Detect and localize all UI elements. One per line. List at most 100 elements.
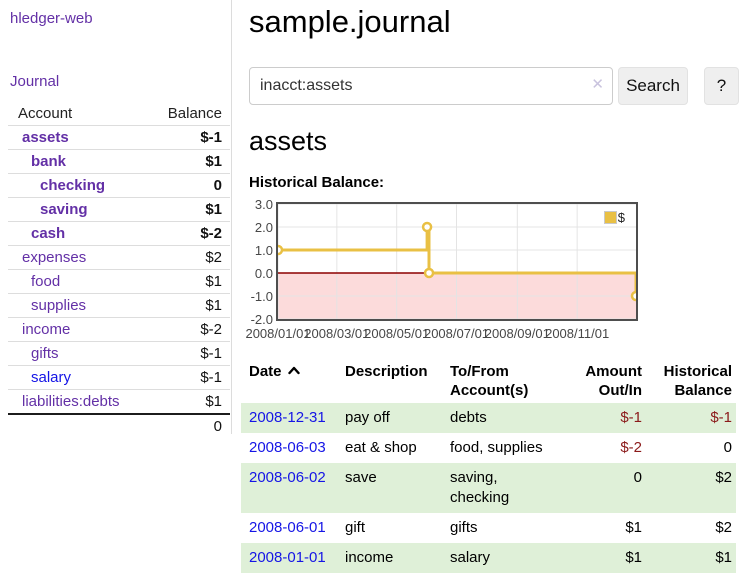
account-row: bank $1 (8, 149, 230, 174)
transaction-amount: $-2 (620, 439, 642, 456)
sidebar: hledger-web Journal Account Balance asse… (0, 0, 232, 438)
register-row: 2008-01-01 income salary $1 $1 (241, 543, 736, 573)
transaction-description: gift (345, 519, 366, 536)
account-link[interactable]: food (31, 273, 61, 290)
transaction-date-link[interactable]: 2008-01-01 (249, 549, 326, 566)
account-tree: assets $-1 bank $1 checking 0 saving $1 cash $-2 e… (8, 125, 230, 414)
account-link[interactable]: assets (22, 129, 69, 146)
transaction-date-link[interactable]: 2008-06-01 (249, 519, 326, 536)
account-link[interactable]: liabilities:debts (22, 393, 120, 410)
account-balance: $2 (150, 245, 230, 270)
account-balance: $1 (150, 269, 230, 294)
x-tick-label: 2008/09/01 (484, 326, 550, 341)
account-balance: 0 (150, 173, 230, 198)
x-tick-label: 2008/11/01 (545, 326, 610, 341)
transaction-balance: $2 (715, 469, 732, 486)
clear-search-icon[interactable]: ✕ (591, 76, 604, 93)
account-row: salary $-1 (8, 365, 230, 390)
register-row: 2008-06-02 save saving, checking 0 $2 (241, 463, 736, 513)
search-help-button[interactable]: ? (704, 67, 739, 105)
balance-column-header: Balance (167, 105, 222, 122)
transaction-accounts: food, supplies (450, 439, 543, 456)
account-link[interactable]: gifts (31, 345, 59, 362)
account-heading: assets (249, 126, 328, 156)
page-title: sample.journal (249, 4, 451, 39)
account-link[interactable]: expenses (22, 249, 87, 266)
transaction-amount: 0 (633, 469, 642, 486)
account-link[interactable]: income (22, 321, 71, 338)
transaction-date-link[interactable]: 2008-12-31 (249, 409, 326, 426)
transaction-accounts: saving, checking (450, 469, 510, 506)
account-balance: $1 (150, 149, 230, 174)
register-header-balance: Historical Balance (663, 363, 732, 399)
account-link[interactable]: salary (31, 369, 72, 386)
transaction-amount: $-1 (620, 409, 642, 426)
main-content: sample.journal ✕ Search ? assets Histori… (233, 0, 742, 573)
accounts-table: Account Balance assets $-1 bank $1 checking 0… (8, 102, 230, 438)
y-tick-label: -2.0 (250, 312, 273, 327)
register-table: Date Description To/From Account(s) Amou… (241, 360, 736, 573)
search-form: ✕ Search ? (249, 67, 742, 105)
transaction-balance: $-1 (710, 409, 732, 426)
transaction-date-link[interactable]: 2008-06-02 (249, 469, 326, 486)
account-balance: $1 (150, 293, 230, 318)
y-tick-label: 2.0 (254, 220, 273, 235)
account-link[interactable]: supplies (31, 297, 87, 314)
register-rows: 2008-12-31 pay off debts $-1 $-1 2008-06-03 ea… (241, 403, 736, 573)
register-header-amount: Amount Out/In (585, 363, 642, 399)
account-row: checking 0 (8, 173, 230, 198)
legend-label: $ (617, 210, 625, 225)
x-tick-label: 2008/01/01 (245, 326, 311, 341)
search-input[interactable] (249, 67, 613, 105)
chart-legend: $ (603, 210, 625, 225)
accounts-total-value: 0 (150, 413, 230, 438)
account-link[interactable]: saving (40, 201, 88, 218)
account-row: expenses $2 (8, 245, 230, 270)
transaction-accounts: salary (450, 549, 491, 566)
account-link[interactable]: checking (40, 177, 106, 194)
y-tick-label: 1.0 (254, 243, 273, 258)
accounts-total-row: 0 (8, 413, 230, 438)
register-header-accounts: To/From Account(s) (450, 363, 529, 399)
x-tick-label: 2008/05/01 (364, 326, 430, 341)
chart-title: Historical Balance: (249, 174, 385, 191)
historical-balance-chart: $ 3.0 2.0 1.0 0.0 -1.0 -2.0 2008/01/01 2008/03… (245, 197, 742, 343)
search-button[interactable]: Search (618, 67, 688, 105)
sort-ascending-icon (287, 366, 300, 375)
transaction-amount: $1 (625, 549, 642, 566)
legend-swatch-icon (603, 211, 617, 224)
account-row: supplies $1 (8, 293, 230, 318)
account-row: gifts $-1 (8, 341, 230, 366)
transaction-amount: $1 (625, 519, 642, 536)
account-row: assets $-1 (8, 125, 230, 150)
account-balance: $-2 (150, 317, 230, 342)
account-balance: $1 (150, 197, 230, 222)
x-tick-label: 2008/03/01 (304, 326, 370, 341)
transaction-accounts: gifts (450, 519, 478, 536)
account-row: food $1 (8, 269, 230, 294)
account-link[interactable]: bank (31, 153, 67, 170)
search-box: ✕ (249, 67, 613, 105)
transaction-balance: $2 (715, 519, 732, 536)
account-balance: $-1 (150, 125, 230, 150)
y-tick-label: 0.0 (254, 266, 273, 281)
account-row: liabilities:debts $1 (8, 389, 230, 414)
register-header-date[interactable]: Date (241, 360, 337, 403)
account-link[interactable]: cash (31, 225, 66, 242)
account-row: cash $-2 (8, 221, 230, 246)
account-balance: $-2 (150, 221, 230, 246)
y-tick-label: 3.0 (254, 197, 273, 212)
x-tick-label: 2008/07/01 (423, 326, 490, 341)
transaction-accounts: debts (450, 409, 487, 426)
transaction-balance: $1 (715, 549, 732, 566)
account-balance: $1 (150, 389, 230, 414)
sidebar-item-journal[interactable]: Journal (10, 73, 60, 90)
register-row: 2008-06-01 gift gifts $1 $2 (241, 513, 736, 543)
account-row: saving $1 (8, 197, 230, 222)
app-title-link[interactable]: hledger-web (10, 10, 93, 27)
transaction-description: save (345, 469, 377, 486)
y-tick-label: -1.0 (250, 289, 273, 304)
account-balance: $-1 (150, 341, 230, 366)
transaction-date-link[interactable]: 2008-06-03 (249, 439, 326, 456)
account-row: income $-2 (8, 317, 230, 342)
